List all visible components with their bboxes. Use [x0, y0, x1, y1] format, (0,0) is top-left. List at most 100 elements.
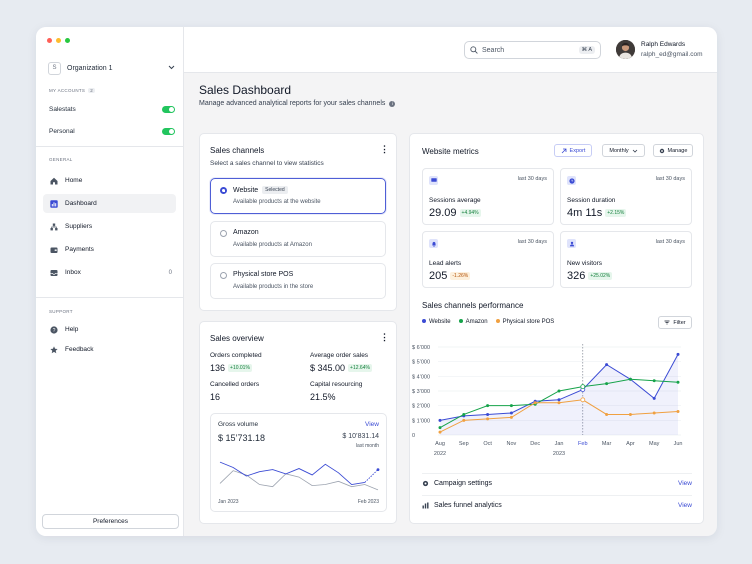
- x-tick-label: Apr: [626, 441, 635, 447]
- campaign-settings-view-link[interactable]: View: [678, 480, 692, 487]
- export-button[interactable]: Export: [554, 144, 592, 157]
- period-select[interactable]: Monthly: [602, 144, 645, 157]
- more-options-icon[interactable]: ⋮: [380, 332, 389, 342]
- window-controls: [47, 38, 70, 43]
- minimize-window-icon[interactable]: [56, 38, 61, 43]
- y-tick-label: 0: [412, 433, 415, 439]
- y-tick-label: $ 4’000: [412, 374, 430, 380]
- chart-icon: [50, 199, 58, 208]
- avg-order-delta: +12.64%: [348, 364, 372, 372]
- avatar[interactable]: [616, 40, 635, 59]
- preferences-button[interactable]: Preferences: [42, 514, 179, 529]
- metric-label: Lead alerts: [429, 260, 462, 267]
- metric-label: Session duration: [567, 197, 616, 204]
- data-point-physical-store-pos: [676, 410, 680, 414]
- x-tick-label: Dec: [530, 441, 540, 447]
- sidebar-item-help[interactable]: ? Help: [43, 320, 176, 339]
- sidebar-item-payments[interactable]: Payments: [43, 240, 176, 259]
- y-tick-label: $ 2’000: [412, 404, 430, 410]
- channel-option-physical-store[interactable]: Physical store POS Available products in…: [210, 263, 386, 299]
- x-tick-label: Nov: [507, 441, 517, 447]
- chevron-down-icon: [168, 65, 175, 72]
- general-heading: GENERAL: [49, 157, 73, 162]
- data-point-amazon: [628, 377, 632, 381]
- capital-resourcing-label: Capital resourcing: [310, 381, 363, 388]
- data-point-amazon: [486, 404, 490, 408]
- sidebar-item-home[interactable]: Home: [43, 171, 176, 190]
- sidebar-item-dashboard[interactable]: Dashboard: [43, 194, 176, 213]
- organization-switcher[interactable]: S Organization 1: [48, 60, 175, 76]
- metric-number: 29.09: [429, 207, 457, 219]
- account-toggle-salestats[interactable]: [162, 106, 175, 113]
- metric-period: last 30 days: [655, 176, 685, 182]
- orders-completed-label: Orders completed: [210, 352, 262, 359]
- page-title: Sales Dashboard: [199, 83, 292, 97]
- maximize-window-icon[interactable]: [65, 38, 70, 43]
- previous-period-line: [219, 470, 379, 491]
- x-tick-label: Aug: [435, 441, 445, 447]
- account-row-salestats: Salestats: [49, 106, 175, 113]
- metric-period: last 30 days: [517, 176, 547, 182]
- search-shortcut: ⌘ A: [578, 46, 595, 54]
- close-window-icon[interactable]: [47, 38, 52, 43]
- metric-label: Sessions average: [429, 197, 481, 204]
- user-name: Ralph Edwards: [641, 41, 686, 48]
- manage-label: Manage: [667, 147, 688, 154]
- account-toggle-personal[interactable]: [162, 128, 175, 135]
- avg-order-value: $ 345.00 +12.64%: [310, 363, 372, 373]
- channel-description: Available products at the website: [233, 199, 321, 205]
- sidebar-item-label: Help: [65, 326, 79, 333]
- org-name: Organization 1: [67, 64, 113, 72]
- sales-funnel-view-link[interactable]: View: [678, 502, 692, 509]
- inbox-count: 0: [168, 269, 172, 276]
- sidebar: S Organization 1 MY ACCOUNTS 2 Salestats …: [36, 27, 184, 536]
- gross-volume-panel: Gross volume View $ 15’731.18 $ 10’831.1…: [210, 413, 387, 512]
- sales-funnel-row[interactable]: Sales funnel analytics View: [422, 495, 692, 515]
- org-avatar: S: [48, 61, 61, 75]
- campaign-settings-label: Campaign settings: [434, 480, 492, 487]
- data-point-amazon: [652, 379, 656, 383]
- orders-completed-delta: +10.01%: [228, 364, 252, 372]
- bell-icon: [429, 239, 438, 248]
- legend-label: Amazon: [465, 319, 488, 325]
- avg-order-number: $ 345.00: [310, 363, 346, 373]
- legend-item-website: Website: [422, 319, 451, 325]
- data-point-physical-store-pos: [438, 430, 442, 434]
- export-label: Export: [569, 147, 586, 154]
- svg-text:?: ?: [53, 327, 56, 333]
- metric-value: 205 -1.26%: [429, 270, 471, 282]
- filter-button[interactable]: Filter: [658, 316, 692, 329]
- info-icon[interactable]: i: [389, 100, 396, 107]
- search-icon: [470, 46, 478, 54]
- orders-completed-value: 136 +10.01%: [210, 363, 252, 373]
- sales-channels-subtitle: Select a sales channel to view statistic…: [210, 160, 324, 167]
- gross-volume-view-link[interactable]: View: [365, 421, 379, 428]
- sidebar-item-feedback[interactable]: Feedback: [43, 340, 176, 359]
- my-accounts-heading: MY ACCOUNTS 2: [49, 88, 96, 93]
- channel-option-website[interactable]: Website Selected Available products at t…: [210, 178, 386, 214]
- account-row-personal: Personal: [49, 128, 175, 135]
- radio-icon: [220, 230, 227, 237]
- x-tick-label: Mar: [602, 441, 612, 447]
- campaign-settings-row[interactable]: Campaign settings View: [422, 473, 692, 493]
- selected-badge: Selected: [262, 186, 288, 194]
- sidebar-item-label: Home: [65, 177, 83, 184]
- data-point-website: [438, 418, 442, 422]
- sidebar-item-label: Feedback: [65, 346, 94, 353]
- sidebar-item-inbox[interactable]: Inbox 0: [43, 263, 176, 282]
- account-label: Personal: [49, 128, 75, 135]
- channel-description: Available products in the store: [233, 284, 314, 290]
- more-options-icon[interactable]: ⋮: [380, 144, 389, 154]
- data-point-website: [557, 398, 561, 402]
- sidebar-item-suppliers[interactable]: Suppliers: [43, 217, 176, 236]
- channel-option-amazon[interactable]: Amazon Available products at Amazon: [210, 221, 386, 257]
- radio-icon: [220, 272, 227, 279]
- channel-name: Physical store POS: [233, 271, 294, 278]
- search-input[interactable]: Search ⌘ A: [464, 41, 601, 59]
- metric-number: 205: [429, 270, 448, 282]
- sidebar-item-label: Inbox: [65, 269, 81, 276]
- gross-volume-sparkline: [219, 461, 380, 491]
- manage-button[interactable]: Manage: [653, 144, 693, 157]
- home-icon: [50, 177, 58, 185]
- channel-name-text: Website: [233, 186, 259, 194]
